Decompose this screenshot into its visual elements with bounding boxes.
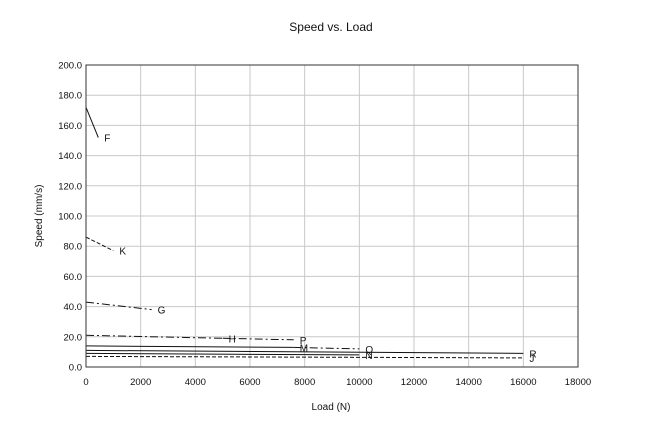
y-tick-label: 100.0 [58, 212, 82, 223]
series-label-r: R [529, 349, 536, 360]
series-label-q: Q [365, 345, 373, 356]
series-group: F K G H PM Q R N J [85, 107, 537, 365]
series-line-h [85, 334, 223, 339]
series-line-q [293, 346, 360, 350]
x-tick-label: 16000 [510, 377, 536, 388]
y-tick-label: 160.0 [58, 121, 82, 132]
x-tick-label: 4000 [185, 377, 206, 388]
x-tick-label: 8000 [294, 377, 315, 388]
y-tick-label: 60.0 [64, 272, 83, 283]
y-tick-label: 20.0 [64, 332, 83, 343]
series-label-k: K [119, 247, 126, 258]
x-tick-label: 12000 [401, 377, 427, 388]
y-axis-label: Speed (mm/s) [34, 185, 45, 248]
series-line-p [222, 337, 294, 341]
chart-title: Speed vs. Load [289, 20, 372, 34]
series-line-k [85, 236, 114, 252]
plot-frame [85, 64, 579, 368]
x-tick-label: 6000 [239, 377, 260, 388]
series-label-p: P [300, 336, 307, 347]
series-line-m [85, 345, 294, 348]
series-label-j: J [529, 354, 534, 365]
x-tick-label: 14000 [455, 377, 481, 388]
series-line-n [85, 352, 360, 356]
series-label-f: F [104, 133, 110, 144]
series-line-j [85, 355, 524, 359]
series-line-r [85, 349, 524, 354]
y-tick-label: 140.0 [58, 151, 82, 162]
series-line-f [85, 107, 99, 138]
y-tick-label: 40.0 [64, 302, 83, 313]
y-tick-label: 180.0 [58, 91, 82, 102]
x-axis-label: Load (N) [312, 402, 351, 413]
y-tick-label: 80.0 [64, 242, 83, 253]
series-label-h: H [229, 334, 236, 345]
series-label-m: M [300, 343, 308, 354]
series-label-n: N [365, 351, 372, 362]
x-tick-label: 0 [83, 377, 88, 388]
y-tick-label: 0.0 [69, 363, 82, 374]
grid-lines [85, 64, 579, 368]
series-line-g [85, 301, 152, 311]
y-tick-label: 200.0 [58, 61, 82, 72]
y-tick-label: 120.0 [58, 181, 82, 192]
x-tick-label: 10000 [346, 377, 372, 388]
series-label-g: G [158, 306, 166, 317]
x-tick-label: 2000 [130, 377, 151, 388]
tick-labels: 0 2000 4000 6000 8000 10000 12000 14000 16000 180… [58, 61, 591, 389]
x-tick-label: 18000 [565, 377, 591, 388]
